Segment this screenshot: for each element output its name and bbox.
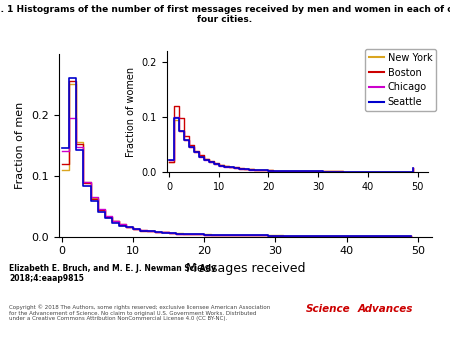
X-axis label: Messages received: Messages received [185, 262, 305, 275]
Y-axis label: Fraction of women: Fraction of women [126, 67, 136, 156]
Text: Advances: Advances [358, 304, 413, 314]
Legend: New York, Boston, Chicago, Seattle: New York, Boston, Chicago, Seattle [365, 49, 436, 111]
Text: Copyright © 2018 The Authors, some rights reserved; exclusive licensee American : Copyright © 2018 The Authors, some right… [9, 304, 270, 321]
Text: Elizabeth E. Bruch, and M. E. J. Newman Sci Adv
2018;4:eaap9815: Elizabeth E. Bruch, and M. E. J. Newman … [9, 264, 216, 283]
Text: Science: Science [306, 304, 351, 314]
Y-axis label: Fraction of men: Fraction of men [15, 102, 26, 189]
Text: Fig. 1 Histograms of the number of first messages received by men and women in e: Fig. 1 Histograms of the number of first… [0, 5, 450, 24]
